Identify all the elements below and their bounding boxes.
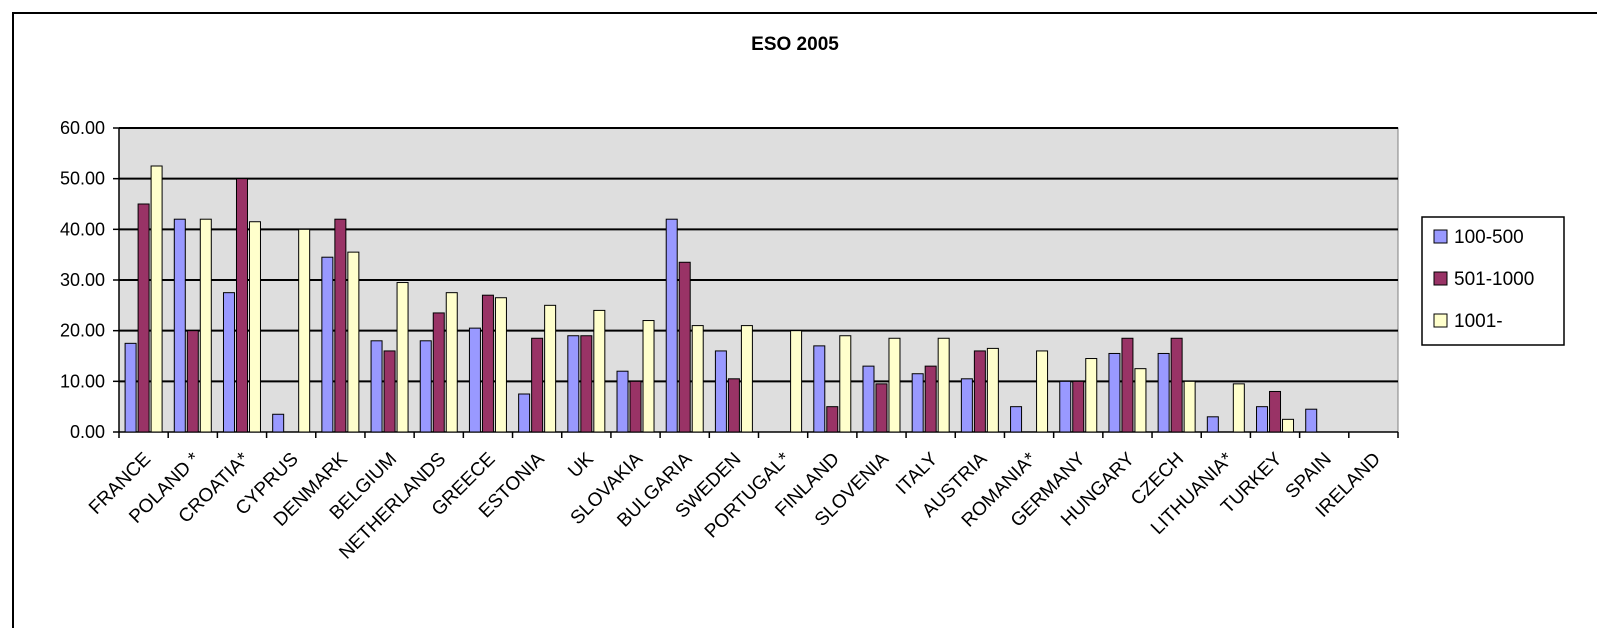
bar-denmark-1001- bbox=[347, 251, 360, 433]
bar-cyprus-100-500 bbox=[272, 413, 285, 433]
bar-spain-100-500 bbox=[1305, 408, 1318, 433]
bar-germany-100-500 bbox=[1059, 380, 1072, 433]
bar-sweden-501-1000 bbox=[727, 378, 740, 433]
bar-cyprus-1001- bbox=[298, 228, 311, 433]
bar-finland-1001- bbox=[839, 335, 852, 433]
legend: 100-500 501-1000 1001- bbox=[1421, 216, 1565, 346]
legend-swatch bbox=[1433, 313, 1448, 328]
y-tick-label: 10.00 bbox=[60, 371, 105, 391]
bar-lithuania-100-500 bbox=[1206, 416, 1219, 433]
bar-turkey-1001- bbox=[1282, 418, 1295, 433]
legend-label: 100-500 bbox=[1454, 227, 1524, 248]
bar-lithuania-1001- bbox=[1232, 383, 1245, 433]
bar-portugal-1001- bbox=[790, 330, 803, 433]
bar-austria-1001- bbox=[986, 347, 999, 433]
legend-swatch bbox=[1433, 271, 1448, 286]
bar-uk-501-1000 bbox=[580, 335, 593, 433]
bar-hungary-100-500 bbox=[1108, 352, 1121, 433]
bar-germany-501-1000 bbox=[1072, 380, 1085, 433]
bar-greece-100-500 bbox=[468, 327, 481, 433]
bar-czech-501-1000 bbox=[1170, 337, 1183, 433]
bar-croatia-100-500 bbox=[222, 292, 235, 433]
bar-bulgaria-100-500 bbox=[665, 218, 678, 433]
bar-netherlands-1001- bbox=[445, 292, 458, 433]
y-tick-label: 30.00 bbox=[60, 270, 105, 290]
bar-denmark-501-1000 bbox=[334, 218, 347, 433]
bar-austria-100-500 bbox=[960, 378, 973, 433]
bar-bulgaria-501-1000 bbox=[678, 261, 691, 433]
y-tick-label: 0.00 bbox=[70, 422, 105, 442]
bar-belgium-1001- bbox=[396, 282, 409, 433]
bar-poland-1001- bbox=[199, 218, 212, 433]
bar-slovenia-1001- bbox=[888, 337, 901, 433]
bar-italy-100-500 bbox=[911, 373, 924, 433]
bar-uk-100-500 bbox=[567, 335, 580, 433]
bar-italy-1001- bbox=[937, 337, 950, 433]
bar-turkey-501-1000 bbox=[1269, 390, 1282, 433]
bar-austria-501-1000 bbox=[973, 350, 986, 433]
legend-label: 501-1000 bbox=[1454, 269, 1534, 290]
bar-turkey-100-500 bbox=[1256, 406, 1269, 433]
bar-france-501-1000 bbox=[137, 203, 150, 433]
bar-finland-501-1000 bbox=[826, 406, 839, 433]
bar-slovenia-100-500 bbox=[862, 365, 875, 433]
bar-slovakia-1001- bbox=[642, 320, 655, 433]
bar-germany-1001- bbox=[1085, 358, 1098, 433]
bar-bulgaria-1001- bbox=[691, 325, 704, 433]
bar-estonia-100-500 bbox=[518, 393, 531, 433]
legend-swatch bbox=[1433, 229, 1448, 244]
y-tick-label: 20.00 bbox=[60, 321, 105, 341]
bar-romania-100-500 bbox=[1010, 406, 1023, 433]
bar-france-100-500 bbox=[124, 342, 137, 433]
bar-romania-1001- bbox=[1036, 350, 1049, 433]
bar-hungary-1001- bbox=[1134, 368, 1147, 433]
bar-belgium-100-500 bbox=[370, 340, 383, 433]
bar-hungary-501-1000 bbox=[1121, 337, 1134, 433]
legend-label: 1001- bbox=[1454, 311, 1503, 332]
bar-france-1001- bbox=[150, 165, 163, 433]
y-tick-label: 60.00 bbox=[60, 118, 105, 138]
bar-czech-1001- bbox=[1183, 380, 1196, 433]
bar-czech-100-500 bbox=[1157, 352, 1170, 433]
bar-uk-1001- bbox=[593, 309, 606, 433]
chart-title: ESO 2005 bbox=[751, 34, 839, 55]
bar-belgium-501-1000 bbox=[383, 350, 396, 433]
bar-slovenia-501-1000 bbox=[875, 383, 888, 433]
bar-estonia-501-1000 bbox=[531, 337, 544, 433]
bar-estonia-1001- bbox=[544, 304, 557, 433]
bar-slovakia-501-1000 bbox=[629, 380, 642, 433]
bar-poland-100-500 bbox=[173, 218, 186, 433]
bar-poland-501-1000 bbox=[186, 330, 199, 433]
bar-netherlands-100-500 bbox=[419, 340, 432, 433]
bar-sweden-100-500 bbox=[714, 350, 727, 433]
bar-netherlands-501-1000 bbox=[432, 312, 445, 433]
x-tick-label: UK bbox=[564, 448, 598, 482]
y-tick-label: 40.00 bbox=[60, 219, 105, 239]
bar-croatia-1001- bbox=[248, 221, 261, 433]
bar-greece-1001- bbox=[494, 297, 507, 433]
bar-sweden-1001- bbox=[740, 325, 753, 433]
bar-italy-501-1000 bbox=[924, 365, 937, 433]
bar-finland-100-500 bbox=[813, 345, 826, 433]
bar-greece-501-1000 bbox=[481, 294, 494, 433]
y-tick-label: 50.00 bbox=[60, 169, 105, 189]
bar-slovakia-100-500 bbox=[616, 370, 629, 433]
bar-denmark-100-500 bbox=[321, 256, 334, 433]
bar-croatia-501-1000 bbox=[235, 178, 248, 433]
plot-area: 0.0010.0020.0030.0040.0050.0060.00FRANCE… bbox=[60, 118, 1399, 564]
